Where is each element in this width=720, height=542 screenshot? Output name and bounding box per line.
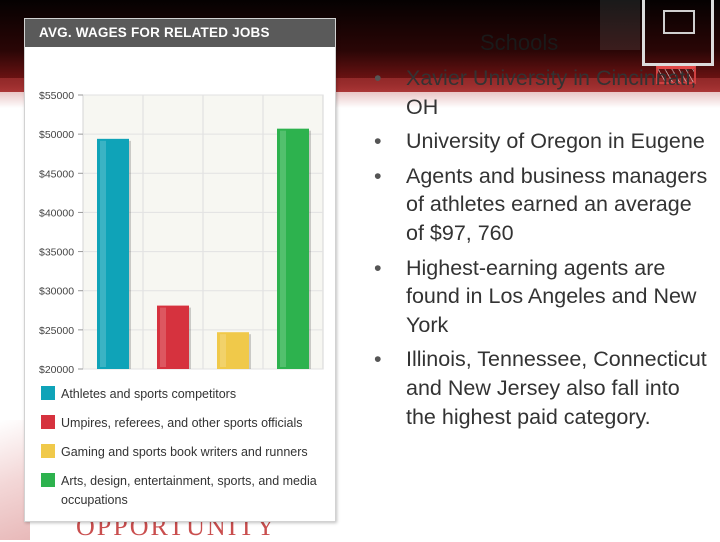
y-tick-label: $20000 xyxy=(39,364,74,376)
bullet-item: • University of Oregon in Eugene xyxy=(368,127,713,156)
slide-title-fragment: Schools xyxy=(480,30,559,55)
y-tick-label: $30000 xyxy=(39,286,74,298)
bar xyxy=(217,332,249,369)
bar-highlight xyxy=(100,140,106,367)
legend-label: Arts, design, entertainment, sports, and… xyxy=(61,474,317,507)
y-tick-label: $25000 xyxy=(39,325,74,337)
bar-chart: $55000 $50000 $45000 $40000 $35000 $30000 $250… xyxy=(39,90,324,376)
bullet-item: • Highest-earning agents are found in Los… xyxy=(368,254,713,340)
chart-panel: AVG. WAGES FOR RELATED JOBS $55000 $50000… xyxy=(24,18,336,522)
legend-label: Umpires, referees, and other sports offi… xyxy=(61,416,303,430)
bar-highlight xyxy=(280,130,286,367)
y-tick-label: $35000 xyxy=(39,247,74,259)
gym-wall-decoration xyxy=(600,0,640,50)
y-tick-label: $40000 xyxy=(39,207,74,219)
bullet-dot-icon: • xyxy=(374,255,382,280)
bar xyxy=(157,305,189,369)
legend-swatch xyxy=(41,386,55,400)
legend-swatch xyxy=(41,415,55,429)
bar xyxy=(277,128,309,369)
bullet-item: • Xavier University in Cincinnati, OH xyxy=(368,64,713,121)
bullet-text: University of Oregon in Eugene xyxy=(406,129,705,154)
basketball-hoop-icon xyxy=(656,66,696,84)
legend-label: Athletes and sports competitors xyxy=(61,387,237,401)
bullet-dot-icon: • xyxy=(374,66,382,90)
bullet-dot-icon: • xyxy=(374,163,382,188)
basketball-backboard-icon xyxy=(642,0,714,66)
bar xyxy=(97,138,129,369)
bar-highlight xyxy=(160,307,166,367)
bar-highlight xyxy=(220,334,226,367)
bullet-text: Highest-earning agents are found in Los … xyxy=(406,255,697,337)
bullet-dot-icon: • xyxy=(374,129,382,154)
bullet-text: Illinois, Tennessee, Connecticut and New… xyxy=(406,347,707,429)
y-tick-label: $55000 xyxy=(39,90,74,102)
y-tick-label: $45000 xyxy=(39,168,74,180)
chart-title: AVG. WAGES FOR RELATED JOBS xyxy=(25,19,335,47)
legend-label: Gaming and sports book writers and runne… xyxy=(61,445,308,459)
legend-swatch xyxy=(41,473,55,487)
bullet-text: Xavier University in Cincinnati, OH xyxy=(406,66,697,119)
y-tick-label: $50000 xyxy=(39,129,74,141)
legend-swatch xyxy=(41,444,55,458)
bullet-dot-icon: • xyxy=(374,347,382,372)
bullet-item: • Agents and business managers of athlete… xyxy=(368,162,713,248)
bullet-item: • Illinois, Tennessee, Connecticut and Ne… xyxy=(368,345,713,431)
bullet-text: Agents and business managers of athletes… xyxy=(406,163,708,245)
bullet-list: • Xavier University in Cincinnati, OH • Uni… xyxy=(368,64,713,437)
